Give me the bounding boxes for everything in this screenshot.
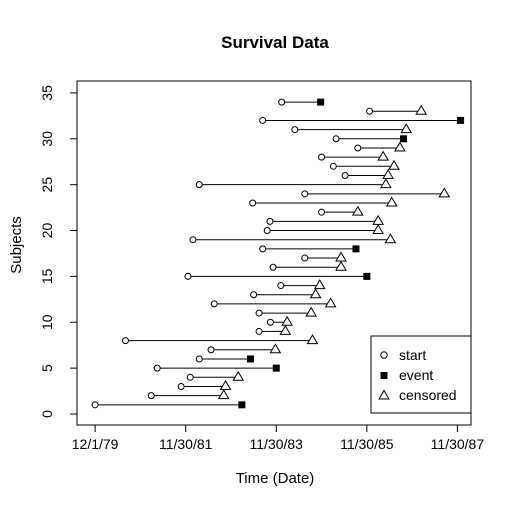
- start-marker: [354, 144, 362, 152]
- start-marker: [266, 217, 274, 225]
- start-marker: [207, 346, 215, 354]
- censored-marker: [335, 251, 347, 262]
- y-tick-label: 5: [39, 364, 55, 372]
- legend-label-event: event: [399, 367, 433, 383]
- start-marker: [318, 153, 326, 161]
- start-marker: [210, 300, 218, 308]
- censored-marker: [269, 343, 282, 354]
- start-marker: [329, 162, 337, 170]
- start-marker: [301, 190, 309, 198]
- censored-marker: [232, 370, 245, 381]
- start-marker: [341, 171, 349, 179]
- event-marker: [272, 364, 280, 372]
- censored-marker: [384, 233, 397, 244]
- x-tick-label: 11/30/85: [340, 436, 394, 452]
- legend-event-marker: [380, 372, 388, 379]
- chart-title: Survival Data: [221, 33, 329, 52]
- censored-marker: [305, 306, 318, 317]
- censored-marker: [382, 168, 394, 179]
- censored-marker: [400, 123, 413, 134]
- y-tick-label: 10: [39, 314, 55, 330]
- y-tick-label: 0: [39, 410, 55, 418]
- x-tick-label: 11/30/83: [250, 436, 304, 452]
- event-marker: [352, 245, 360, 253]
- y-tick-label: 35: [39, 85, 55, 101]
- start-marker: [147, 392, 155, 400]
- censored-marker: [379, 178, 392, 189]
- start-marker: [259, 245, 267, 253]
- censored-marker: [385, 196, 398, 207]
- x-tick-label: 11/30/81: [159, 436, 213, 452]
- start-marker: [153, 364, 161, 372]
- event-marker: [317, 98, 325, 106]
- legend-censored-marker: [378, 389, 390, 400]
- start-marker: [263, 227, 271, 235]
- start-marker: [366, 107, 374, 115]
- censored-marker: [372, 214, 385, 225]
- start-marker: [266, 318, 274, 326]
- event-marker: [246, 355, 254, 363]
- start-marker: [301, 254, 309, 262]
- start-marker: [255, 327, 263, 335]
- censored-marker: [279, 324, 292, 335]
- censored-marker: [281, 315, 294, 326]
- censored-marker: [219, 379, 232, 390]
- censored-marker: [309, 288, 322, 299]
- censored-marker: [306, 334, 319, 345]
- start-marker: [177, 382, 185, 390]
- censored-marker: [335, 260, 347, 271]
- start-marker: [195, 355, 203, 363]
- start-marker: [189, 236, 197, 244]
- censored-marker: [377, 150, 390, 161]
- y-axis-title: Subjects: [8, 216, 25, 274]
- x-tick-label: 11/30/87: [431, 436, 485, 452]
- start-marker: [277, 282, 285, 290]
- event-marker: [400, 135, 408, 143]
- start-marker: [259, 116, 267, 124]
- legend-label-censored: censored: [399, 387, 457, 403]
- y-tick-label: 25: [39, 177, 55, 193]
- x-axis-title: Time (Date): [236, 470, 315, 487]
- legend: start event censored: [370, 335, 472, 414]
- start-marker: [184, 272, 192, 280]
- survival-series: [91, 98, 465, 409]
- y-tick-label: 20: [39, 223, 55, 239]
- start-marker: [249, 199, 257, 207]
- censored-marker: [438, 187, 451, 198]
- start-marker: [121, 337, 129, 345]
- censored-marker: [388, 159, 400, 170]
- start-marker: [269, 263, 277, 271]
- start-marker: [278, 98, 286, 106]
- legend-box: [370, 335, 472, 414]
- start-marker: [291, 126, 299, 134]
- censored-marker: [351, 205, 364, 216]
- x-tick-label: 12/1/79: [72, 436, 119, 452]
- start-marker: [332, 135, 340, 143]
- x-axis: 12/1/79 11/30/81 11/30/83 11/30/85 11/30/87: [72, 424, 485, 452]
- start-marker: [195, 181, 203, 189]
- censored-marker: [313, 279, 326, 290]
- event-marker: [363, 272, 371, 280]
- y-tick-label: 15: [39, 268, 55, 284]
- legend-label-start: start: [399, 347, 426, 363]
- y-tick-label: 30: [39, 131, 55, 147]
- start-marker: [91, 401, 99, 409]
- event-marker: [238, 401, 246, 409]
- censored-marker: [372, 224, 385, 235]
- start-marker: [186, 373, 194, 381]
- censored-marker: [324, 297, 337, 308]
- censored-marker: [217, 389, 230, 400]
- event-marker: [457, 116, 465, 124]
- censored-marker: [415, 104, 428, 115]
- start-marker: [255, 309, 263, 317]
- start-marker: [318, 208, 326, 216]
- y-axis: 0 5 10 15 20 25 30 35: [39, 85, 78, 418]
- legend-start-marker: [380, 351, 388, 359]
- start-marker: [250, 291, 258, 299]
- censored-marker: [394, 141, 406, 152]
